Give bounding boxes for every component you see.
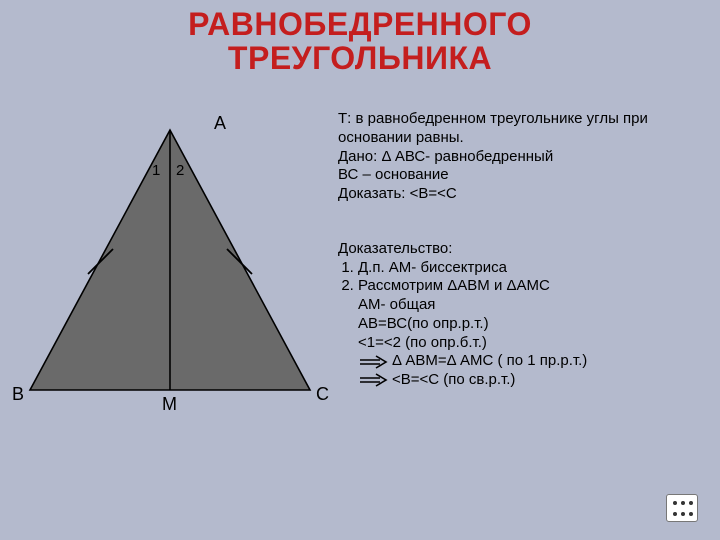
proof-p6: Δ АВМ=Δ АМС ( по 1 пр.р.т.) (392, 352, 587, 371)
proof-block: Доказательство: Д.п. АМ- биссектриса Рас… (338, 240, 708, 390)
triangle-svg (10, 110, 330, 430)
implies-arrow-icon (358, 355, 388, 369)
given-block: Т: в равнобедренном треугольнике углы пр… (338, 110, 708, 204)
content-stage: A 1 2 М В С Т: в равнобедренном треуголь… (0, 110, 720, 530)
title-line-1: РАВНОБЕДРЕННОГО (0, 8, 720, 42)
given-l3: Дано: Δ АВС- равнобедренный (338, 148, 708, 167)
implies-arrow-icon (358, 373, 388, 387)
proof-p3: АМ- общая (338, 296, 708, 315)
proof-p5: <1=<2 (по опр.б.т.) (338, 334, 708, 353)
proof-p7: <В=<С (по св.р.т.) (392, 371, 515, 390)
title-line-2: ТРЕУГОЛЬНИКА (0, 42, 720, 76)
given-l1: Т: в равнобедренном треугольнике углы пр… (338, 110, 708, 129)
proof-ol: Д.п. АМ- биссектриса Рассмотрим ΔАВМ и Δ… (338, 259, 708, 297)
proof-p4: АВ=ВС(по опр.р.т.) (338, 315, 708, 334)
proof-head: Доказательство: (338, 240, 708, 259)
proof-li-1: Д.п. АМ- биссектриса (358, 259, 708, 278)
given-l2: основании равны. (338, 129, 708, 148)
proof-p7-row: <В=<С (по св.р.т.) (338, 371, 708, 390)
given-l4: ВС – основание (338, 166, 708, 185)
vertex-label-a: A (214, 113, 226, 134)
angle-label-2: 2 (176, 162, 184, 179)
dice-icon (666, 494, 698, 522)
vertex-label-c: С (316, 384, 329, 405)
proof-p6-row: Δ АВМ=Δ АМС ( по 1 пр.р.т.) (338, 352, 708, 371)
vertex-label-b: В (12, 384, 24, 405)
page-title: РАВНОБЕДРЕННОГО ТРЕУГОЛЬНИКА (0, 0, 720, 75)
text-column: Т: в равнобедренном треугольнике углы пр… (338, 110, 708, 390)
given-l5: Доказать: <В=<С (338, 185, 708, 204)
proof-li-2: Рассмотрим ΔАВМ и ΔАМС (358, 277, 708, 296)
vertex-label-m: М (162, 394, 177, 415)
triangle-diagram: A 1 2 М (10, 110, 330, 430)
angle-label-1: 1 (152, 162, 160, 179)
